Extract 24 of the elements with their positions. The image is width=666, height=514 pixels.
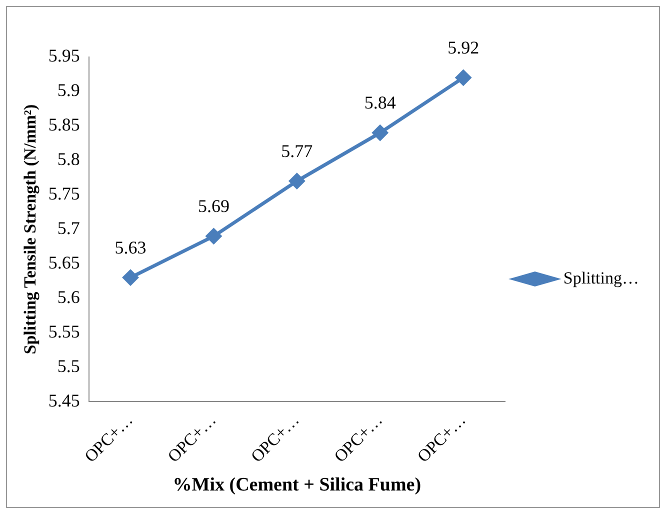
y-tick-label: 5.85 (48, 114, 80, 135)
legend-label: Splitting… (563, 268, 640, 288)
y-tick-label: 5.8 (57, 149, 80, 170)
data-label: 5.63 (114, 237, 146, 258)
y-tick-label: 5.7 (57, 218, 80, 238)
data-label: 5.69 (198, 196, 230, 216)
y-tick-label: 5.55 (48, 321, 80, 342)
y-tick-label: 5.45 (48, 390, 80, 410)
y-tick-label: 5.6 (57, 286, 80, 307)
y-tick-label: 5.65 (48, 252, 80, 272)
x-axis-title: %Mix (Cement + Silica Fume) (172, 474, 422, 496)
point (456, 70, 472, 86)
y-tick-label: 5.5 (57, 356, 80, 376)
point (122, 270, 138, 286)
data-label: 5.84 (364, 92, 396, 113)
point (206, 228, 222, 244)
y-tick-label: 5.75 (48, 184, 80, 204)
data-label: 5.92 (448, 37, 480, 58)
y-axis-title: Splitting Tensile Strength (N/mm²) (20, 104, 40, 354)
point (289, 173, 305, 189)
point (372, 125, 388, 141)
data-label: 5.77 (281, 140, 313, 161)
y-tick-label: 5.9 (57, 80, 80, 100)
y-tick-label: 5.95 (48, 46, 80, 66)
